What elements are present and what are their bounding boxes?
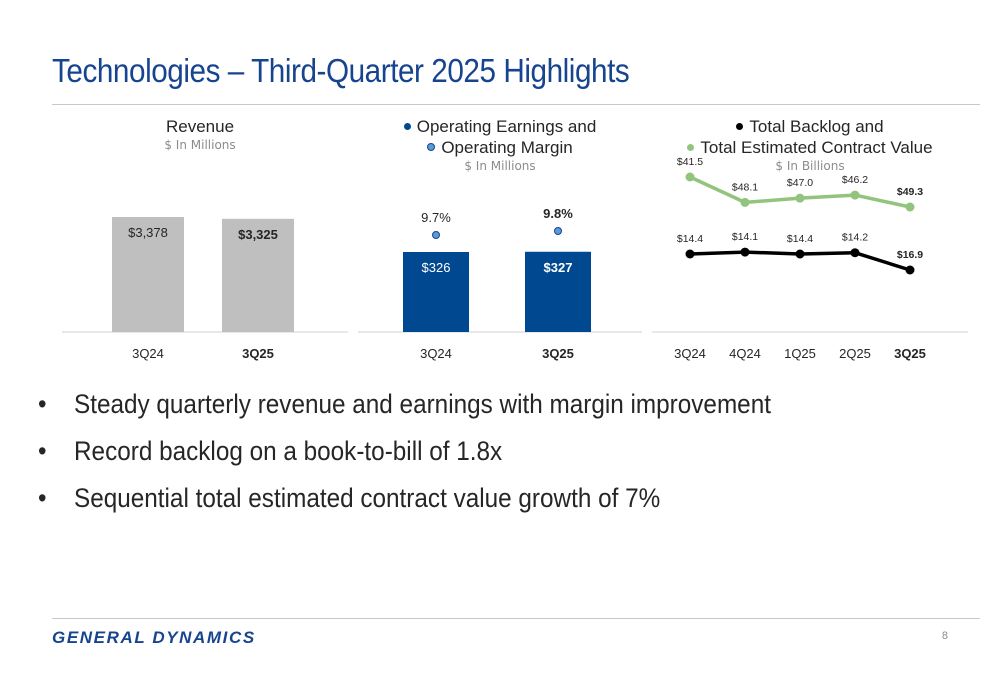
revenue-chart: Revenue $ In Millions $3,378 3Q24 $3,325 3Q… xyxy=(52,112,348,372)
backlog-title-line-2: Total Estimated Contract Value xyxy=(652,137,968,158)
revenue-bar xyxy=(112,217,184,332)
page-title: Technologies – Third-Quarter 2025 Highli… xyxy=(52,52,630,89)
revenue-chart-plot: $3,378 3Q24 $3,325 3Q25 xyxy=(62,217,348,361)
backlog-title-text-2: Total Estimated Contract Value xyxy=(700,138,933,157)
backlog-chart-unit: $ In Billions xyxy=(775,159,845,173)
operating-earnings-title-line-2: Operating Margin xyxy=(358,137,642,158)
backlog-chart: Total Backlog and Total Estimated Contra… xyxy=(652,112,968,372)
contract-value-legend-dot xyxy=(687,144,695,151)
operating-margin-point xyxy=(432,231,440,239)
highlight-text: Steady quarterly revenue and earnings wi… xyxy=(74,389,771,419)
highlight-bullet: • Record backlog on a book-to-bill of 1.8… xyxy=(38,433,771,480)
revenue-data-label: $3,325 xyxy=(238,227,278,242)
operating-earnings-title-text-2: Operating Margin xyxy=(441,138,573,157)
contract-value-point xyxy=(795,193,805,203)
backlog-chart-header: Total Backlog and Total Estimated Contra… xyxy=(652,116,968,174)
operating-earnings-chart-header: Operating Earnings and Operating Margin … xyxy=(358,116,642,174)
earnings-legend-dot xyxy=(403,123,411,130)
backlog-point xyxy=(850,248,860,258)
operating-earnings-chart: Operating Earnings and Operating Margin … xyxy=(358,112,642,372)
backlog-point xyxy=(905,265,915,275)
x-tick-label: 3Q24 xyxy=(420,346,452,361)
operating-margin-point xyxy=(554,227,562,235)
revenue-bar xyxy=(222,218,294,332)
revenue-chart-header: Revenue $ In Millions xyxy=(52,116,348,153)
contract-value-point xyxy=(740,197,750,207)
highlight-text: Record backlog on a book-to-bill of 1.8x xyxy=(74,436,503,466)
backlog-chart-plot: $41.5 $48.1 $47.0 $46.2 $49.3 $14.4 $14.1 $14.4… xyxy=(652,156,968,361)
backlog-data-label: $14.2 xyxy=(842,232,868,244)
contract-value-data-label: $47.0 xyxy=(787,177,813,189)
bullet-marker: • xyxy=(38,483,47,513)
backlog-point xyxy=(740,247,750,257)
highlight-bullet: • Steady quarterly revenue and earnings w… xyxy=(38,386,771,433)
operating-earnings-chart-plot: $326 3Q24 $327 3Q25 9.7% 9.8% xyxy=(358,206,642,361)
operating-earnings-data-label: $327 xyxy=(544,260,573,275)
highlight-text: Sequential total estimated contract valu… xyxy=(74,483,661,513)
contract-value-data-label: $41.5 xyxy=(677,156,703,168)
highlights-list: • Steady quarterly revenue and earnings w… xyxy=(38,386,852,527)
x-tick-label: 3Q25 xyxy=(894,346,926,361)
page-number: 8 xyxy=(941,630,948,642)
contract-value-data-label: $48.1 xyxy=(732,181,758,193)
revenue-data-label: $3,378 xyxy=(128,225,168,240)
contract-value-point xyxy=(905,202,915,212)
operating-earnings-bar xyxy=(525,251,591,332)
x-tick-label: 3Q24 xyxy=(132,346,164,361)
contract-value-point xyxy=(685,172,695,182)
backlog-point xyxy=(795,249,805,259)
x-tick-label: 4Q24 xyxy=(729,346,761,361)
operating-earnings-bar xyxy=(403,252,469,332)
backlog-data-label: $14.1 xyxy=(732,231,758,243)
backlog-data-label: $16.9 xyxy=(897,249,923,261)
backlog-point xyxy=(685,249,695,259)
bullet-marker: • xyxy=(38,389,47,419)
x-tick-label: 3Q25 xyxy=(242,346,274,361)
x-tick-label: 2Q25 xyxy=(839,346,871,361)
x-tick-label: 1Q25 xyxy=(784,346,816,361)
operating-earnings-chart-unit: $ In Millions xyxy=(464,159,536,173)
margin-legend-dot xyxy=(427,143,436,151)
title-divider xyxy=(52,104,980,105)
revenue-chart-unit: $ In Millions xyxy=(164,138,236,152)
contract-value-data-label: $49.3 xyxy=(897,186,923,198)
operating-earnings-data-label: $326 xyxy=(422,260,451,275)
operating-margin-data-label: 9.7% xyxy=(421,210,451,225)
footer-divider xyxy=(52,618,980,619)
backlog-legend-dot xyxy=(736,123,744,130)
x-tick-label: 3Q25 xyxy=(542,346,574,361)
highlight-bullet: • Sequential total estimated contract val… xyxy=(38,480,771,527)
revenue-chart-title: Revenue xyxy=(165,117,235,136)
company-logo: GENERAL DYNAMICS xyxy=(52,628,256,647)
bullet-marker: • xyxy=(38,436,47,466)
operating-earnings-title-line-1: Operating Earnings and xyxy=(358,116,642,137)
backlog-data-label: $14.4 xyxy=(787,233,813,245)
backlog-title-text-1: Total Backlog and xyxy=(749,117,884,136)
contract-value-data-label: $46.2 xyxy=(842,174,868,186)
operating-margin-data-label: 9.8% xyxy=(543,206,573,221)
operating-earnings-title-text-1: Operating Earnings and xyxy=(416,117,597,136)
backlog-data-label: $14.4 xyxy=(677,233,703,245)
backlog-title-line-1: Total Backlog and xyxy=(652,116,968,137)
x-tick-label: 3Q24 xyxy=(674,346,706,361)
contract-value-point xyxy=(850,190,860,200)
